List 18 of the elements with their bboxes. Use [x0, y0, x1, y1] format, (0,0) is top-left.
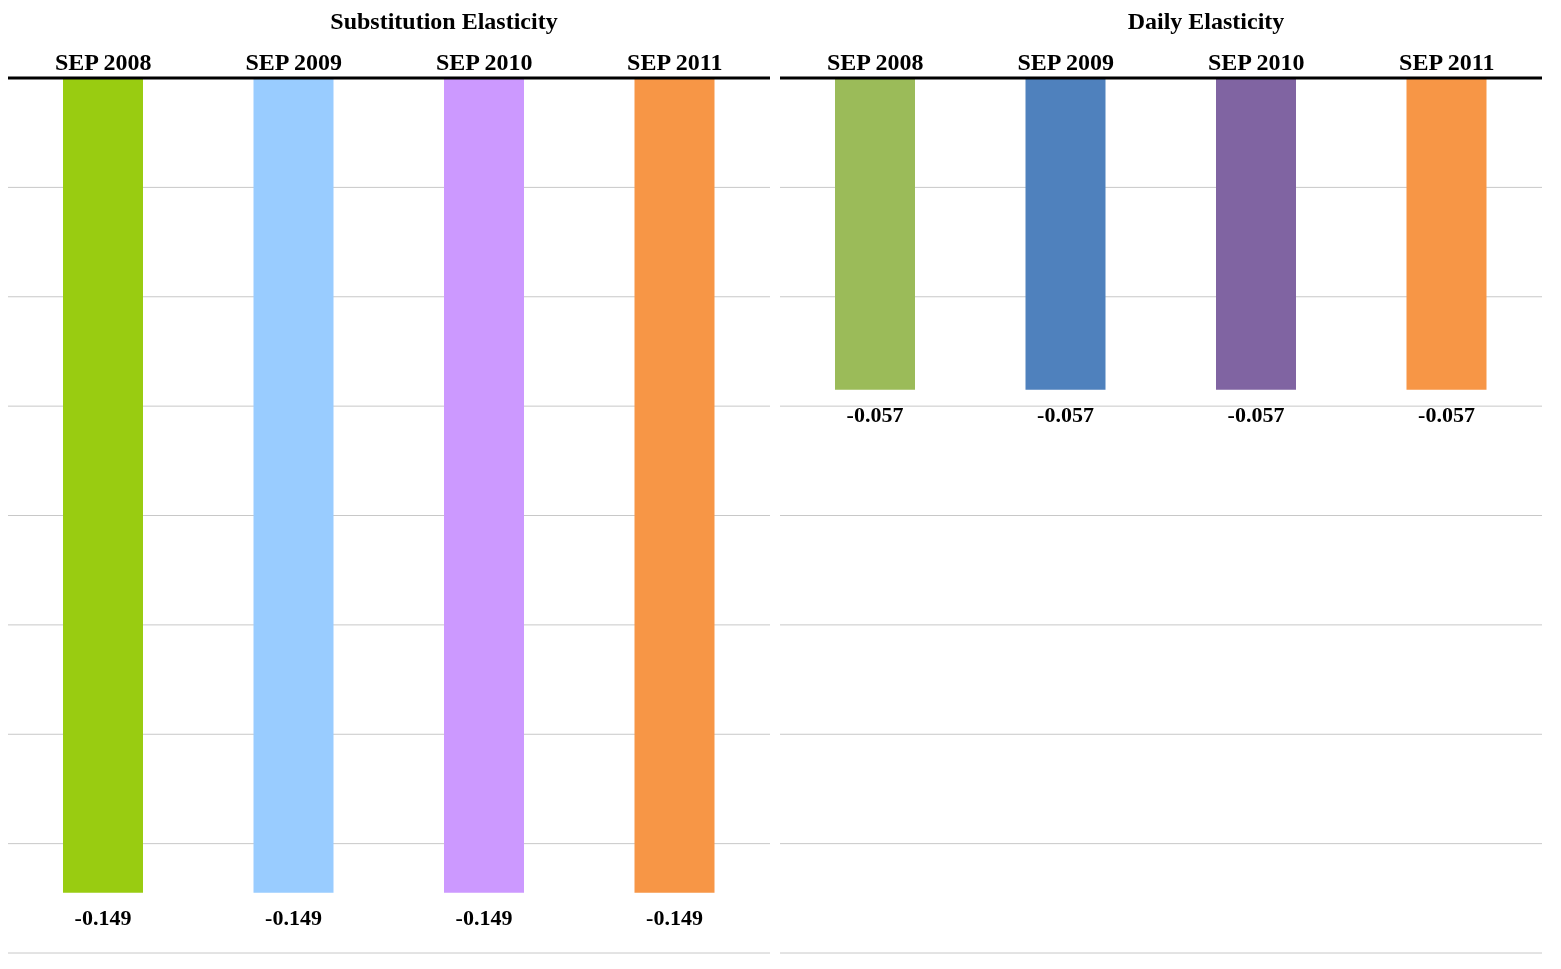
data-label: -0.057 [1037, 401, 1094, 427]
x-tick-label: SEP 2010 [1207, 49, 1305, 75]
x-tick-label: SEP 2011 [627, 49, 723, 75]
x-tick-label: SEP 2010 [435, 49, 533, 75]
data-label: -0.057 [846, 401, 904, 427]
chart-title: Substitution Elasticity [329, 8, 559, 36]
x-tick-label: SEP 2008 [826, 49, 924, 75]
x-tick-label: SEP 2009 [245, 49, 343, 75]
data-label: -0.057 [1227, 401, 1285, 427]
data-label: -0.149 [265, 904, 322, 930]
x-tick-label: SEP 2009 [1017, 49, 1115, 75]
x-tick-label: SEP 2008 [54, 49, 152, 75]
chart-title: Daily Elasticity [1126, 8, 1286, 36]
data-label: -0.057 [1418, 401, 1475, 427]
data-label: -0.149 [646, 904, 703, 930]
x-tick-label: SEP 2011 [1399, 49, 1495, 75]
data-label: -0.149 [74, 904, 132, 930]
data-label: -0.149 [455, 904, 513, 930]
